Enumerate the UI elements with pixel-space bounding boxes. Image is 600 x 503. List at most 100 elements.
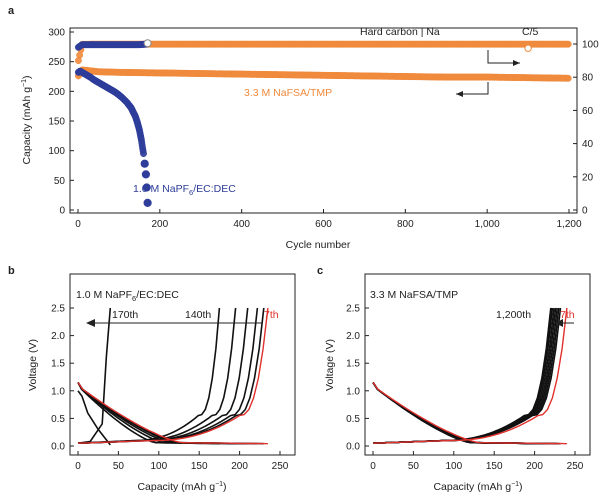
panel-c-ytick-label: 0.5 xyxy=(346,414,360,425)
panel-a-ytick-right-label: 80 xyxy=(582,73,594,84)
panel-a-xtick-label: 800 xyxy=(397,219,414,230)
panel-b-title-post: /EC:DEC xyxy=(136,289,179,301)
cycle-label-140th: 140th xyxy=(185,309,211,321)
series-napf6-capacity-point xyxy=(143,198,152,207)
cycle-label-7th-c: 7th xyxy=(560,309,575,321)
panel-c-ytick-label: 1.5 xyxy=(346,359,360,370)
panel-c-first-discharge xyxy=(372,382,567,445)
series-nafsa-capacity-point xyxy=(564,74,572,82)
cycle-label-170th: 170th xyxy=(112,309,138,321)
panel-b-ytick-label: 0.0 xyxy=(51,442,65,453)
panel-b-ytick-label: 2.5 xyxy=(51,304,65,315)
panel-a-xtick-label: 200 xyxy=(151,219,168,230)
panel-c-xtick-label: 100 xyxy=(445,461,462,472)
panel-c-charge-curve xyxy=(372,307,562,444)
legend-napf6: 1.0 M NaPF6/EC:DEC xyxy=(133,183,236,197)
arrow-to-right-axis xyxy=(487,50,520,64)
panel-c: c 0 50 100 150 200 250 0.0 0.5 1.0 1.5 2.0 2.5 3.3 … xyxy=(317,265,591,493)
panel-c-frame xyxy=(364,273,591,456)
panel-a-ytick-right-label: 60 xyxy=(582,106,594,117)
panel-b-discharge-curve xyxy=(77,390,111,446)
panel-a-ytick-right-label: 20 xyxy=(582,172,594,183)
legend-napf6-sub: 6 xyxy=(189,188,193,197)
panel-b-xtick-label: 250 xyxy=(272,461,289,472)
panel-c-ylabel: Voltage (V) xyxy=(324,339,336,391)
nafsa-hollow-marker xyxy=(524,44,532,52)
panel-a-ytick-right-label: 0 xyxy=(582,206,588,217)
panel-a-ticks: 0 200 400 600 800 1,000 1,20005010015020025030… xyxy=(48,28,599,231)
panel-c-curves xyxy=(372,307,568,445)
panel-a-xlabel: Cycle number xyxy=(286,239,351,251)
panel-a-ylabel: Capacity (mAh g−1) xyxy=(21,75,33,164)
panel-b-frame xyxy=(69,273,296,456)
panel-b-arrow-head xyxy=(86,319,95,327)
series-nafsa-capacity xyxy=(74,66,572,82)
panel-b-xtick-label: 100 xyxy=(150,461,167,472)
annotation-hard-carbon: Hard carbon | Na xyxy=(360,26,440,38)
panel-c-charge-curve xyxy=(372,307,558,444)
panel-a-ytick-label: 300 xyxy=(48,28,65,39)
panel-b-ytick-label: 1.0 xyxy=(51,386,65,397)
panel-b-xtick-label: 150 xyxy=(191,461,208,472)
panel-a-ytick-label: 250 xyxy=(48,57,65,68)
panel-b-charge-curve xyxy=(77,307,112,444)
legend-napf6-pre: 1.0 M NaPF xyxy=(133,183,189,195)
panel-a-ytick-label: 100 xyxy=(48,146,65,157)
panel-b-title-pre: 1.0 M NaPF xyxy=(76,289,132,301)
legend-nafsa: 3.3 M NaFSA/TMP xyxy=(244,87,332,99)
panel-c-first-charge xyxy=(372,307,568,444)
panel-c-charge-curve xyxy=(372,307,560,444)
panel-a-ytick-label: 50 xyxy=(54,176,66,187)
cycle-label-7th-b: 7th xyxy=(264,309,279,321)
panel-c-xtick-label: 50 xyxy=(408,461,420,472)
panel-a-marks xyxy=(74,39,572,207)
panel-b-first-discharge xyxy=(77,382,268,445)
panel-c-arrow-head xyxy=(555,319,563,327)
panel-a-xtick-label: 0 xyxy=(75,219,81,230)
panel-c-xtick-label: 150 xyxy=(486,461,503,472)
panel-a: a 0 200 400 600 800 1,000 1,200050100150200250… xyxy=(8,5,599,251)
panel-b-xtick-label: 0 xyxy=(75,461,81,472)
panel-b-first-charge xyxy=(77,307,269,444)
panel-a-xtick-label: 1,000 xyxy=(475,219,500,230)
panel-b-title: 1.0 M NaPF6/EC:DEC xyxy=(76,289,179,303)
panel-b-ytick-label: 0.5 xyxy=(51,414,65,425)
panel-a-xtick-label: 400 xyxy=(233,219,250,230)
panel-b: b 0 50 100 150 200 250 0.0 0.5 1.0 1.5 2.0 2.5 1.0 … xyxy=(8,265,296,493)
series-napf6-capacity-point xyxy=(142,183,151,192)
panel-c-ticks: 0 50 100 150 200 250 0.0 0.5 1.0 1.5 2.0 2.5 xyxy=(346,304,584,473)
series-nafsa-efficiency-point xyxy=(564,40,572,48)
panel-c-discharge-curve xyxy=(372,382,555,445)
panel-c-xtick-label: 0 xyxy=(370,461,376,472)
panel-b-ytick-label: 2.0 xyxy=(51,331,65,342)
panel-c-ytick-label: 0.0 xyxy=(346,442,360,453)
series-napf6-capacity-point xyxy=(141,170,150,179)
series-napf6-efficiency xyxy=(74,40,151,51)
arrow-right-head xyxy=(513,60,520,66)
napf6-end-marker xyxy=(143,39,152,48)
panel-b-letter: b xyxy=(8,265,15,277)
panel-c-ytick-label: 2.5 xyxy=(346,304,360,315)
panel-a-ytick-right-label: 100 xyxy=(582,40,599,51)
panel-c-letter: c xyxy=(317,265,323,277)
panel-b-ticks: 0 50 100 150 200 250 0.0 0.5 1.0 1.5 2.0 2.5 xyxy=(51,304,289,473)
panel-c-ytick-label: 2.0 xyxy=(346,331,360,342)
panel-a-letter: a xyxy=(8,5,15,17)
panel-b-ylabel: Voltage (V) xyxy=(27,339,39,391)
panel-c-xtick-label: 250 xyxy=(567,461,584,472)
panel-a-frame xyxy=(69,27,578,214)
panel-c-charge-curve xyxy=(372,307,555,444)
series-napf6-capacity-point xyxy=(140,150,147,158)
panel-a-ytick-right-label: 40 xyxy=(582,139,594,150)
annotation-rate: C/5 xyxy=(522,26,539,38)
panel-c-xtick-label: 200 xyxy=(526,461,543,472)
panel-a-xtick-label: 600 xyxy=(315,219,332,230)
panel-a-ytick-label: 200 xyxy=(48,87,65,98)
arrow-to-left-axis xyxy=(456,82,489,95)
panel-c-discharge-curve xyxy=(372,382,551,445)
panel-b-ytick-label: 1.5 xyxy=(51,359,65,370)
panel-c-discharge-curve xyxy=(372,382,556,445)
arrow-left-head xyxy=(456,91,463,97)
panel-b-charge-curve xyxy=(77,307,221,444)
